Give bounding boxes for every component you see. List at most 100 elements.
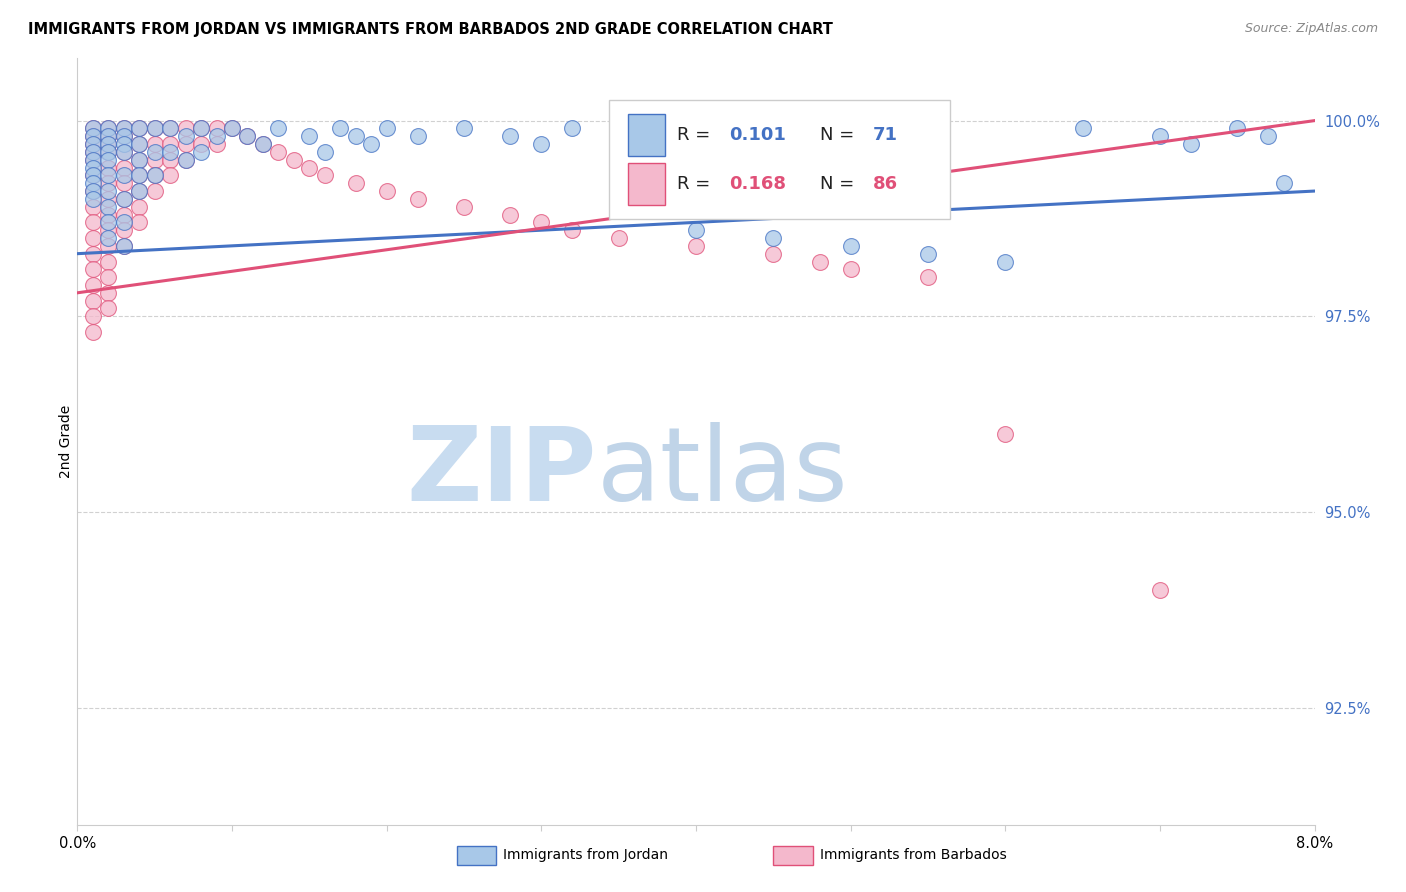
Point	[112, 145, 135, 159]
Point	[82, 176, 104, 190]
Point	[143, 169, 166, 183]
Point	[808, 254, 831, 268]
Point	[82, 153, 104, 167]
Point	[82, 153, 104, 167]
Point	[112, 176, 135, 190]
Point	[82, 137, 104, 152]
Point	[112, 145, 135, 159]
Text: N =: N =	[820, 126, 859, 145]
Point	[97, 239, 120, 253]
Point	[97, 231, 120, 245]
Text: 0.101: 0.101	[730, 126, 786, 145]
Point	[375, 121, 398, 136]
Point	[82, 184, 104, 198]
Point	[97, 137, 120, 152]
Point	[530, 137, 553, 152]
Point	[375, 184, 398, 198]
Point	[344, 129, 367, 144]
Point	[82, 277, 104, 292]
Point	[82, 129, 104, 144]
Point	[82, 231, 104, 245]
Point	[453, 200, 475, 214]
Point	[190, 121, 212, 136]
Point	[360, 137, 382, 152]
Point	[314, 169, 336, 183]
Point	[82, 325, 104, 339]
Point	[159, 145, 181, 159]
Point	[112, 223, 135, 237]
Point	[128, 184, 150, 198]
Point	[97, 285, 120, 300]
Point	[267, 121, 290, 136]
Point	[97, 121, 120, 136]
Point	[143, 137, 166, 152]
Point	[97, 145, 120, 159]
Point	[561, 223, 583, 237]
Point	[159, 169, 181, 183]
Point	[406, 129, 429, 144]
Text: R =: R =	[678, 175, 717, 193]
Point	[174, 153, 197, 167]
Point	[1226, 121, 1249, 136]
Point	[143, 184, 166, 198]
Point	[190, 145, 212, 159]
Point	[252, 137, 274, 152]
Point	[174, 121, 197, 136]
Point	[112, 161, 135, 175]
Point	[994, 426, 1017, 441]
Point	[685, 223, 707, 237]
Point	[112, 239, 135, 253]
Point	[205, 137, 228, 152]
FancyBboxPatch shape	[609, 100, 949, 219]
Point	[128, 169, 150, 183]
Text: 86: 86	[873, 175, 898, 193]
Point	[530, 215, 553, 229]
Point	[82, 184, 104, 198]
Point	[221, 121, 243, 136]
Point	[221, 121, 243, 136]
Point	[82, 145, 104, 159]
Point	[97, 301, 120, 316]
Point	[839, 239, 862, 253]
Point	[159, 121, 181, 136]
Point	[97, 137, 120, 152]
Point	[112, 215, 135, 229]
Point	[205, 129, 228, 144]
Point	[839, 262, 862, 277]
Point	[82, 129, 104, 144]
Point	[298, 161, 321, 175]
Point	[97, 145, 120, 159]
Point	[1180, 137, 1202, 152]
Point	[236, 129, 259, 144]
Point	[128, 200, 150, 214]
Point	[128, 121, 150, 136]
Point	[128, 169, 150, 183]
Point	[112, 169, 135, 183]
Point	[499, 208, 522, 222]
Point	[112, 208, 135, 222]
Point	[112, 121, 135, 136]
Point	[143, 145, 166, 159]
Point	[97, 270, 120, 285]
Point	[128, 137, 150, 152]
Text: Immigrants from Jordan: Immigrants from Jordan	[503, 848, 668, 863]
Text: atlas: atlas	[598, 422, 849, 523]
Point	[143, 153, 166, 167]
Point	[97, 176, 120, 190]
Point	[97, 129, 120, 144]
Point	[762, 246, 785, 260]
Point	[112, 137, 135, 152]
Point	[685, 239, 707, 253]
Point	[97, 169, 120, 183]
Point	[82, 169, 104, 183]
Point	[97, 121, 120, 136]
Point	[82, 215, 104, 229]
Point	[97, 215, 120, 229]
Point	[917, 246, 939, 260]
Point	[252, 137, 274, 152]
Point	[174, 129, 197, 144]
Point	[97, 192, 120, 206]
Point	[298, 129, 321, 144]
Point	[1149, 583, 1171, 598]
Text: N =: N =	[820, 175, 859, 193]
